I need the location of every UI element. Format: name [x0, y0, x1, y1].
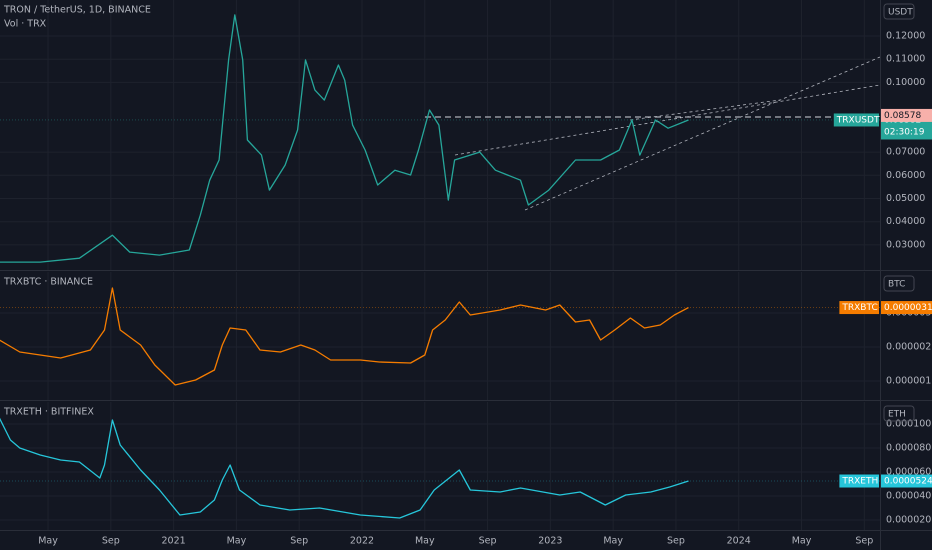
y-tick-label: 0.06000 [886, 170, 925, 181]
x-tick-label: 2022 [350, 536, 374, 547]
y-tick-label: 0.05000 [886, 193, 925, 204]
y-tick-label: 0.00002000 [886, 515, 932, 526]
y-tick-label: 0.00010000 [886, 418, 932, 429]
x-tick-label: Sep [855, 536, 873, 547]
symbol-tag-box [833, 113, 879, 127]
symbol-tag-box [839, 474, 879, 488]
y-tick-label: 0.04000 [886, 216, 925, 227]
x-tick-label: Sep [479, 536, 497, 547]
last-price-label: 0.00000316 [884, 303, 932, 313]
y-tick-label: 0.11000 [886, 54, 925, 65]
symbol-tag: TRXBTC [841, 303, 877, 313]
price-label: 0.08578 [884, 111, 921, 121]
last-price-box [881, 474, 932, 488]
x-tick-label: Sep [102, 536, 120, 547]
y-tick-label: 0.03000 [886, 239, 925, 250]
currency-label: BTC [888, 280, 905, 290]
x-tick-label: 2023 [538, 536, 562, 547]
y-tick-label: 0.00006000 [886, 466, 932, 477]
pane-title: TRXBTC · BINANCE [3, 277, 93, 288]
x-tick-label: 2021 [162, 536, 186, 547]
last-price-label: 0.00005248 [884, 477, 932, 487]
price-line [0, 14, 689, 263]
symbol-tag: TRXUSDT [836, 115, 880, 125]
y-tick-label: 0.07000 [886, 147, 925, 158]
symbol-tag-box [839, 301, 879, 315]
x-tick-label: May [415, 536, 435, 547]
last-price-box [881, 301, 932, 315]
x-tick-label: May [38, 536, 58, 547]
symbol-tag: TRXETH [841, 477, 878, 487]
y-tick-label: 0.00000200 [886, 341, 932, 352]
y-tick-label: 0.00004000 [886, 490, 932, 501]
currency-label: USDT [888, 8, 913, 18]
y-tick-label: 0.12000 [886, 30, 925, 41]
price-line [0, 417, 689, 519]
currency-box [883, 405, 915, 422]
currency-box [883, 3, 915, 20]
price-line [0, 287, 689, 386]
x-tick-label: 2024 [727, 536, 751, 547]
pane-title: TRXETH · BITFINEX [3, 407, 94, 418]
trend-line [629, 99, 781, 121]
countdown: 02:30:19 [884, 127, 925, 137]
y-tick-label: 0.10000 [886, 77, 925, 88]
x-tick-label: Sep [667, 536, 685, 547]
x-tick-label: May [603, 536, 623, 547]
price-label-box [881, 108, 932, 122]
y-tick-label: 0.00008000 [886, 442, 932, 453]
currency-label: ETH [888, 410, 906, 420]
trend-line [524, 56, 881, 211]
x-tick-label: May [227, 536, 247, 547]
x-tick-label: Sep [290, 536, 308, 547]
pane-subtitle: Vol · TRX [4, 19, 47, 30]
pane-title: TRON / TetherUS, 1D, BINANCE [3, 5, 151, 16]
y-tick-label: 0.00000100 [886, 375, 932, 386]
x-tick-label: May [792, 536, 812, 547]
currency-box [883, 275, 915, 292]
grid-layer [0, 0, 880, 530]
